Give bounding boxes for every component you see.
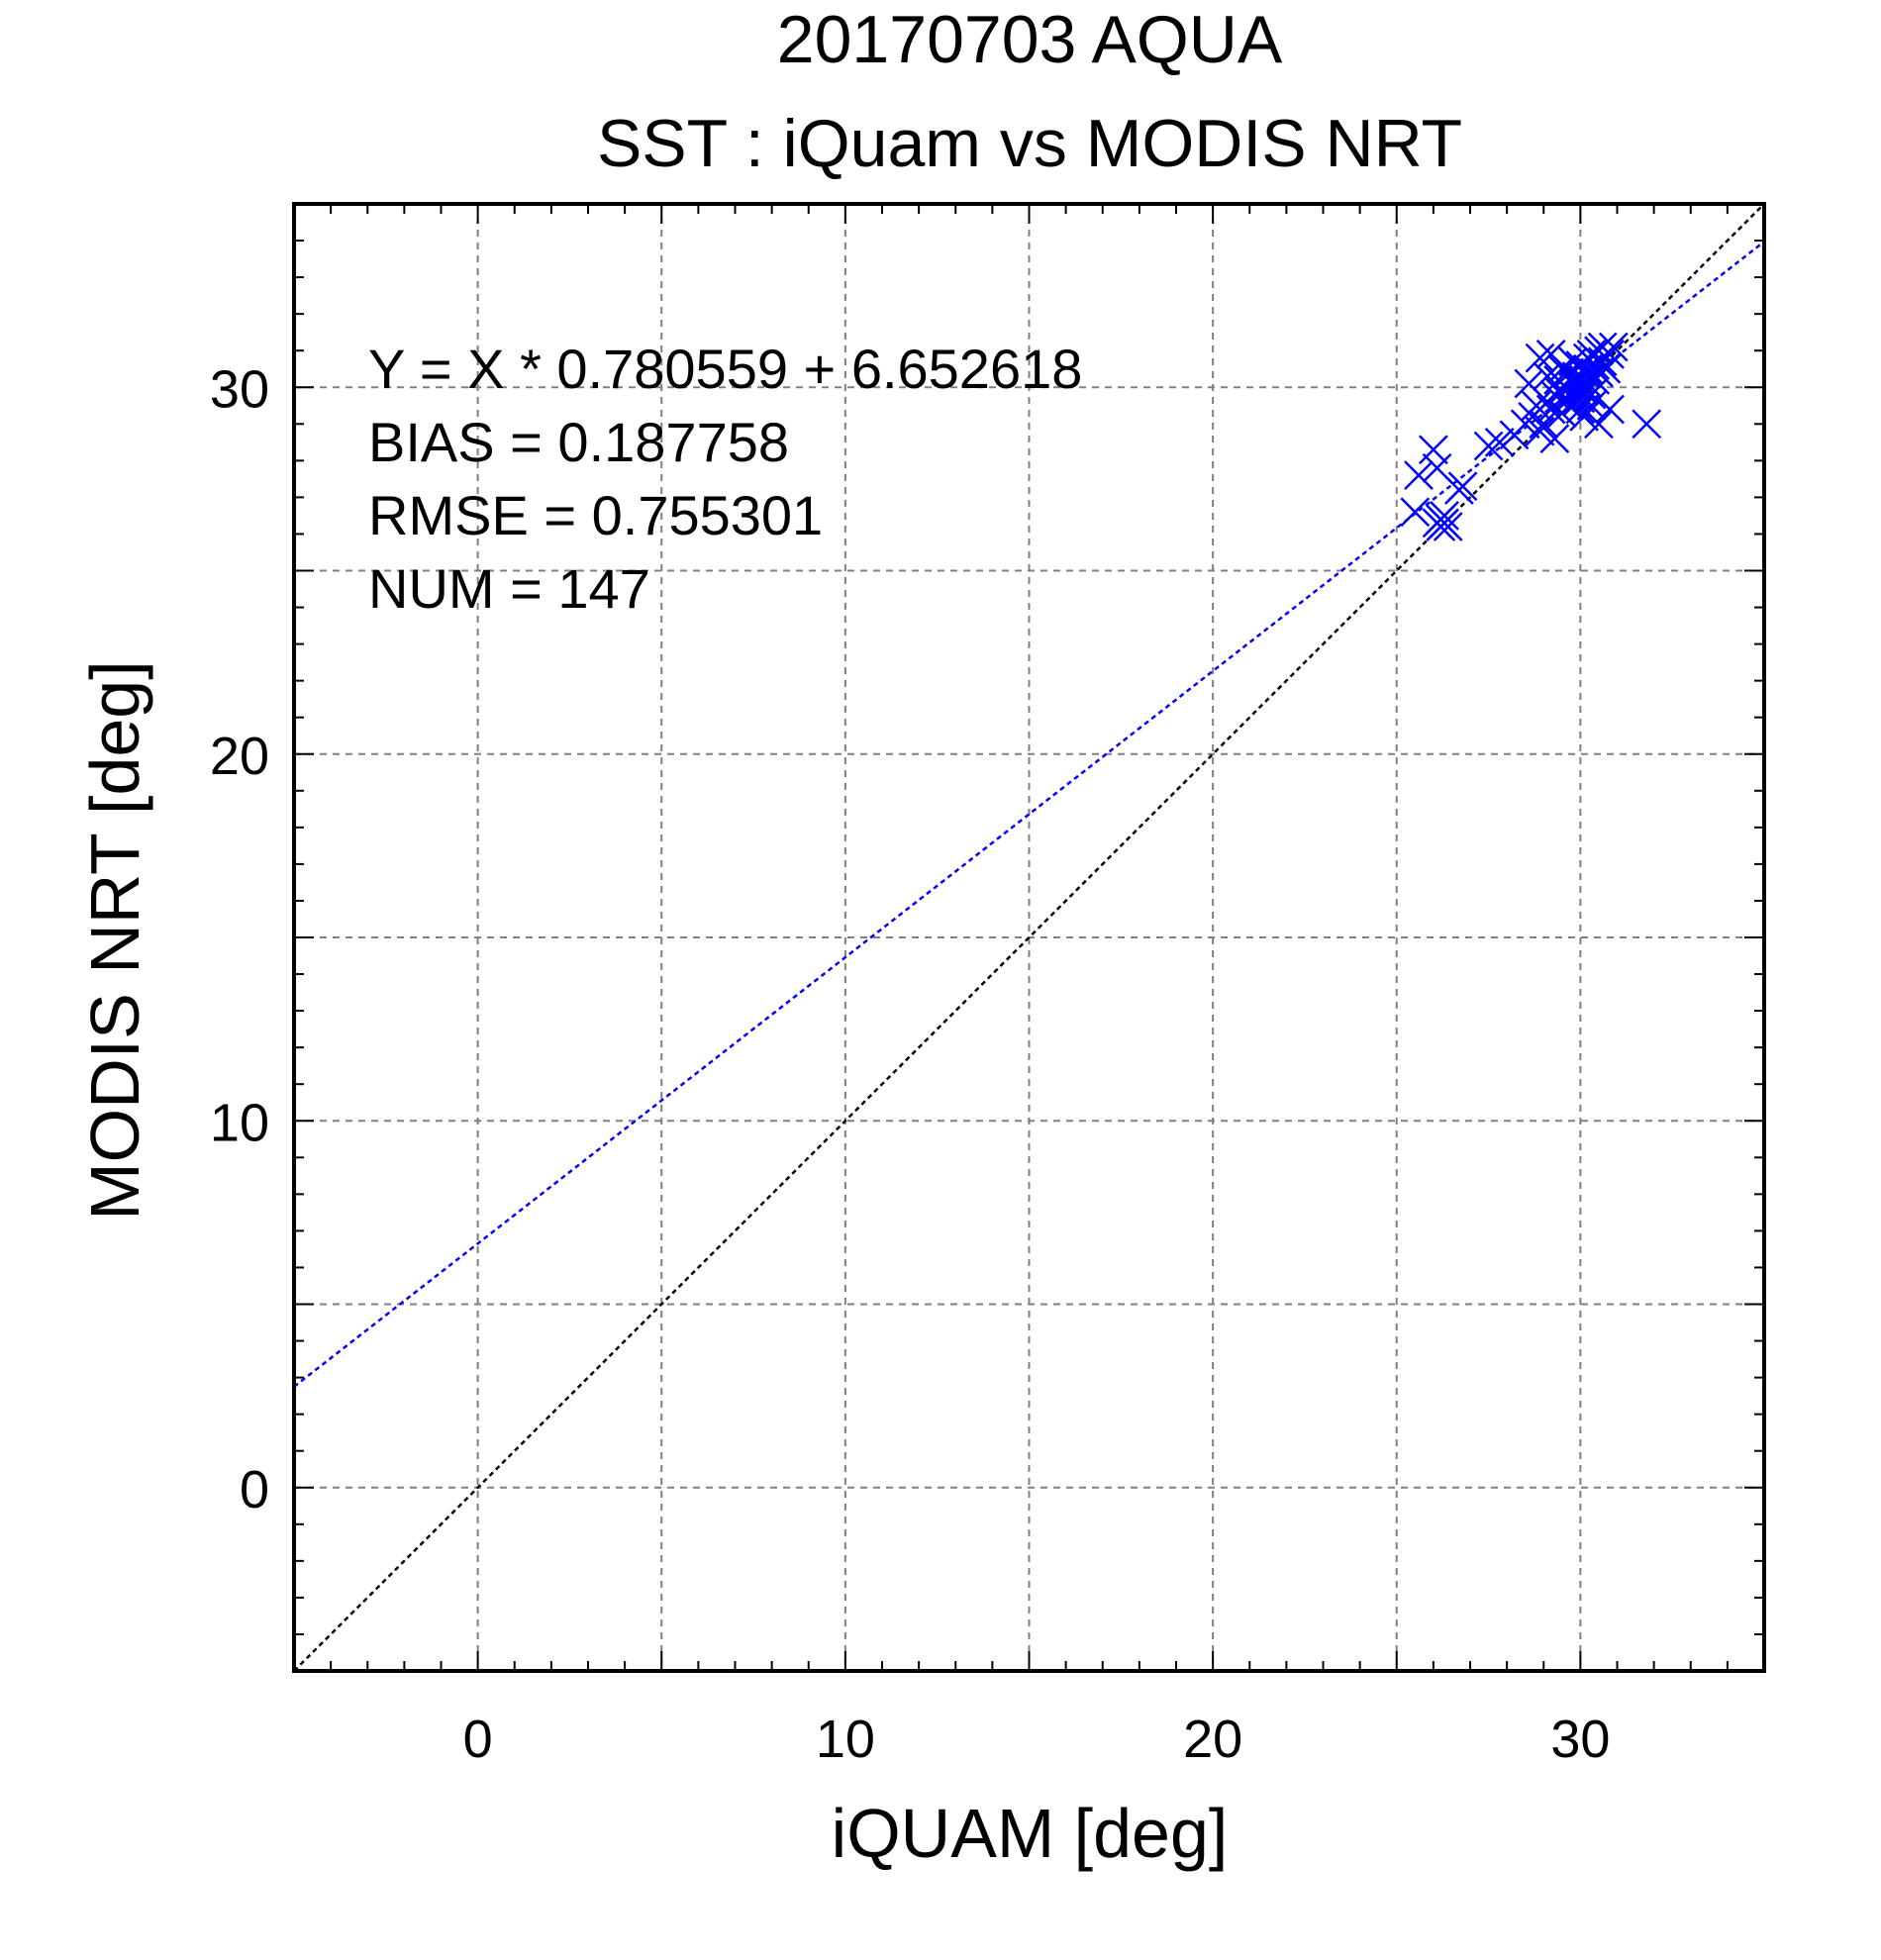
data-point-stroke xyxy=(1598,332,1629,362)
data-point-stroke xyxy=(1529,409,1559,440)
data-point xyxy=(1400,497,1431,528)
data-point-stroke xyxy=(1514,368,1544,399)
data-point xyxy=(1525,343,1555,373)
y-tick-label: 10 xyxy=(210,1093,269,1152)
x-tick-label: 0 xyxy=(463,1710,493,1769)
data-point xyxy=(1433,512,1463,541)
regression-line xyxy=(293,241,1765,1388)
data-point xyxy=(1418,435,1448,465)
data-point-stroke xyxy=(1400,497,1431,528)
data-points xyxy=(1400,332,1662,541)
data-point xyxy=(1632,409,1662,440)
reference-lines xyxy=(293,203,1765,1672)
data-point-stroke xyxy=(1595,394,1625,425)
sample-count: NUM = 147 xyxy=(368,557,650,620)
y-tick-label: 20 xyxy=(210,727,269,786)
data-point xyxy=(1473,431,1504,461)
data-point xyxy=(1539,424,1570,454)
x-tick-label: 20 xyxy=(1183,1710,1242,1769)
rmse-value: RMSE = 0.755301 xyxy=(368,484,823,546)
y-axis-label: MODIS NRT [deg] xyxy=(76,660,153,1220)
grid-lines xyxy=(294,204,1764,1671)
y-tick-label: 30 xyxy=(210,359,269,419)
data-point-stroke xyxy=(1539,424,1570,454)
data-point xyxy=(1484,427,1515,457)
chart-subtitle: SST : iQuam vs MODIS NRT xyxy=(597,106,1462,181)
data-point xyxy=(1584,357,1614,388)
x-axis-label: iQUAM [deg] xyxy=(832,1795,1229,1872)
data-point-stroke xyxy=(1433,512,1463,541)
data-point-stroke xyxy=(1569,402,1599,432)
data-point-stroke xyxy=(1404,460,1434,491)
x-tick-label: 10 xyxy=(816,1710,875,1769)
data-point-stroke xyxy=(1484,427,1515,457)
data-point xyxy=(1404,460,1434,491)
data-point xyxy=(1525,416,1555,446)
tick-labels: 0 10 20 30 0 10 20 30 xyxy=(210,359,1610,1769)
data-point-stroke xyxy=(1565,394,1596,425)
data-point xyxy=(1595,340,1625,369)
data-point xyxy=(1569,402,1599,432)
data-point-stroke xyxy=(1533,361,1562,392)
regression-equation: Y = X * 0.780559 + 6.652618 xyxy=(368,338,1082,400)
bias-value: BIAS = 0.187758 xyxy=(368,411,789,473)
y-tick-label: 0 xyxy=(240,1460,269,1519)
data-point-stroke xyxy=(1430,501,1459,531)
data-point-stroke xyxy=(1525,416,1555,446)
data-point-stroke xyxy=(1632,409,1662,440)
data-point xyxy=(1430,501,1459,531)
data-point-stroke xyxy=(1565,383,1596,414)
data-point-stroke xyxy=(1584,357,1614,388)
data-point-stroke xyxy=(1473,431,1504,461)
data-point xyxy=(1595,394,1625,425)
data-point xyxy=(1598,332,1629,362)
x-tick-label: 30 xyxy=(1550,1710,1610,1769)
identity-line xyxy=(293,203,1765,1672)
data-point-stroke xyxy=(1584,409,1614,440)
data-point-stroke xyxy=(1595,340,1625,369)
data-point-stroke xyxy=(1535,340,1566,369)
data-point xyxy=(1447,471,1478,502)
data-point-stroke xyxy=(1422,452,1452,483)
chart-title: 20170703 AQUA xyxy=(777,2,1283,77)
data-point-stroke xyxy=(1521,390,1551,421)
data-point-stroke xyxy=(1418,435,1448,465)
data-point-stroke xyxy=(1447,471,1478,502)
data-point xyxy=(1584,409,1614,440)
data-point-stroke xyxy=(1525,343,1555,373)
stats-block: Y = X * 0.780559 + 6.652618 BIAS = 0.187… xyxy=(368,338,1082,620)
plot-frame xyxy=(292,202,1766,1673)
